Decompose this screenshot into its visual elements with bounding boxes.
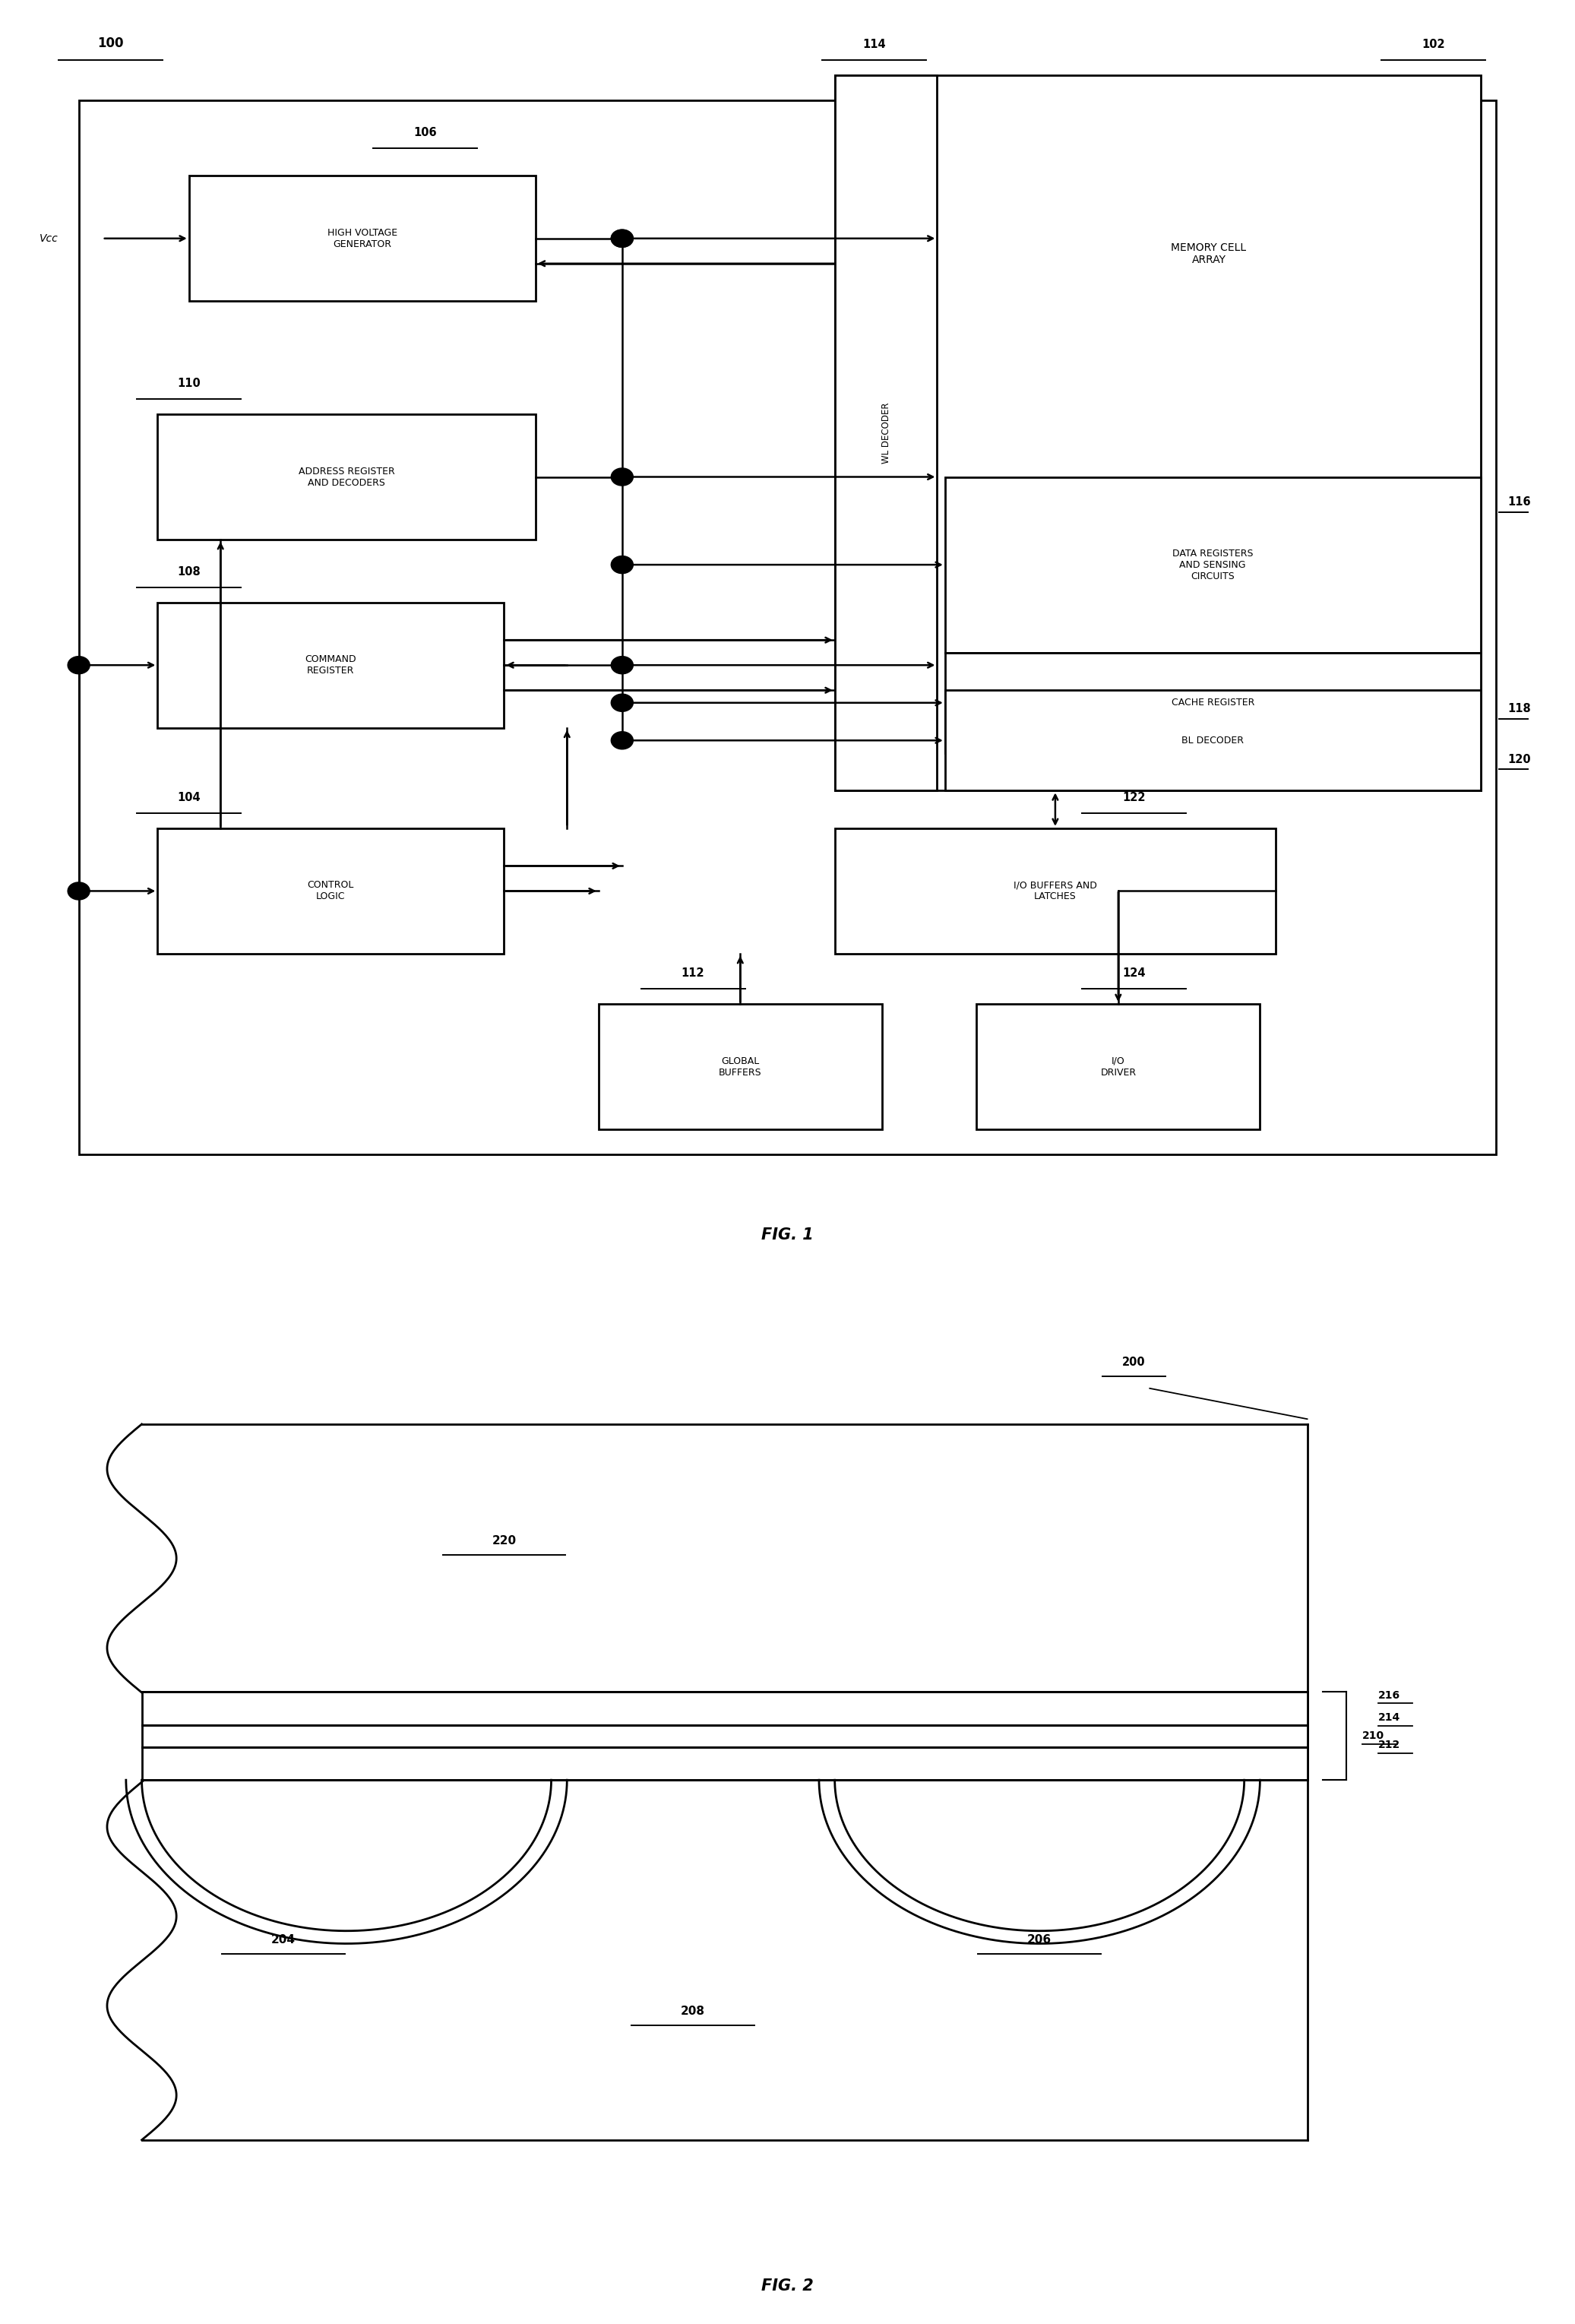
Circle shape [611, 555, 633, 574]
FancyBboxPatch shape [835, 74, 937, 790]
Text: Vcc: Vcc [39, 232, 58, 244]
FancyBboxPatch shape [976, 1004, 1260, 1129]
Text: 106: 106 [414, 125, 436, 137]
Text: I/O BUFFERS AND
LATCHES: I/O BUFFERS AND LATCHES [1013, 881, 1098, 902]
FancyBboxPatch shape [142, 1780, 1307, 2140]
Circle shape [68, 883, 90, 899]
Text: 102: 102 [1422, 40, 1444, 51]
Text: 214: 214 [1378, 1713, 1400, 1722]
Text: CACHE REGISTER: CACHE REGISTER [1172, 697, 1254, 709]
Text: COMMAND
REGISTER: COMMAND REGISTER [306, 655, 356, 676]
Text: CONTROL
LOGIC: CONTROL LOGIC [307, 881, 354, 902]
FancyBboxPatch shape [158, 602, 504, 727]
Text: DATA REGISTERS
AND SENSING
CIRCUITS: DATA REGISTERS AND SENSING CIRCUITS [1172, 548, 1254, 581]
FancyBboxPatch shape [142, 1692, 1307, 1724]
Text: HIGH VOLTAGE
GENERATOR: HIGH VOLTAGE GENERATOR [328, 228, 397, 249]
FancyBboxPatch shape [945, 476, 1480, 653]
Text: FIG. 1: FIG. 1 [761, 1227, 814, 1243]
Text: 100: 100 [98, 37, 123, 51]
FancyBboxPatch shape [158, 414, 536, 539]
Text: 114: 114 [863, 40, 885, 51]
Text: 116: 116 [1507, 497, 1531, 507]
Text: 200: 200 [1123, 1357, 1145, 1369]
FancyBboxPatch shape [158, 827, 504, 953]
Text: 210: 210 [1362, 1731, 1384, 1741]
Text: 206: 206 [1027, 1934, 1052, 1945]
Text: 124: 124 [1123, 967, 1145, 978]
Circle shape [611, 732, 633, 748]
Text: 120: 120 [1507, 753, 1531, 765]
Text: 212: 212 [1378, 1741, 1400, 1750]
Circle shape [611, 230, 633, 246]
Text: 118: 118 [1507, 704, 1531, 716]
Circle shape [611, 695, 633, 711]
FancyBboxPatch shape [835, 827, 1276, 953]
Text: 204: 204 [271, 1934, 296, 1945]
Text: I/O
DRIVER: I/O DRIVER [1101, 1055, 1136, 1078]
FancyBboxPatch shape [945, 653, 1480, 753]
FancyBboxPatch shape [835, 74, 1480, 790]
Text: FIG. 2: FIG. 2 [761, 2278, 814, 2294]
Text: 110: 110 [178, 376, 200, 388]
FancyBboxPatch shape [598, 1004, 882, 1129]
Text: BL DECODER: BL DECODER [1181, 734, 1244, 746]
Text: 108: 108 [178, 565, 200, 576]
Text: ADDRESS REGISTER
AND DECODERS: ADDRESS REGISTER AND DECODERS [298, 467, 395, 488]
Text: 112: 112 [682, 967, 704, 978]
FancyBboxPatch shape [142, 1748, 1307, 1780]
FancyBboxPatch shape [189, 177, 536, 302]
Text: WL DECODER: WL DECODER [880, 402, 891, 462]
Circle shape [611, 467, 633, 486]
Text: GLOBAL
BUFFERS: GLOBAL BUFFERS [718, 1055, 762, 1078]
Text: 216: 216 [1378, 1690, 1400, 1701]
FancyBboxPatch shape [142, 1724, 1307, 1748]
Circle shape [611, 655, 633, 674]
Text: 122: 122 [1123, 792, 1145, 804]
FancyBboxPatch shape [945, 690, 1480, 790]
Text: 220: 220 [491, 1536, 517, 1548]
Text: MEMORY CELL
ARRAY: MEMORY CELL ARRAY [1172, 242, 1246, 265]
Text: 208: 208 [680, 2006, 706, 2017]
Text: 104: 104 [178, 792, 200, 804]
Circle shape [68, 655, 90, 674]
Circle shape [611, 230, 633, 246]
